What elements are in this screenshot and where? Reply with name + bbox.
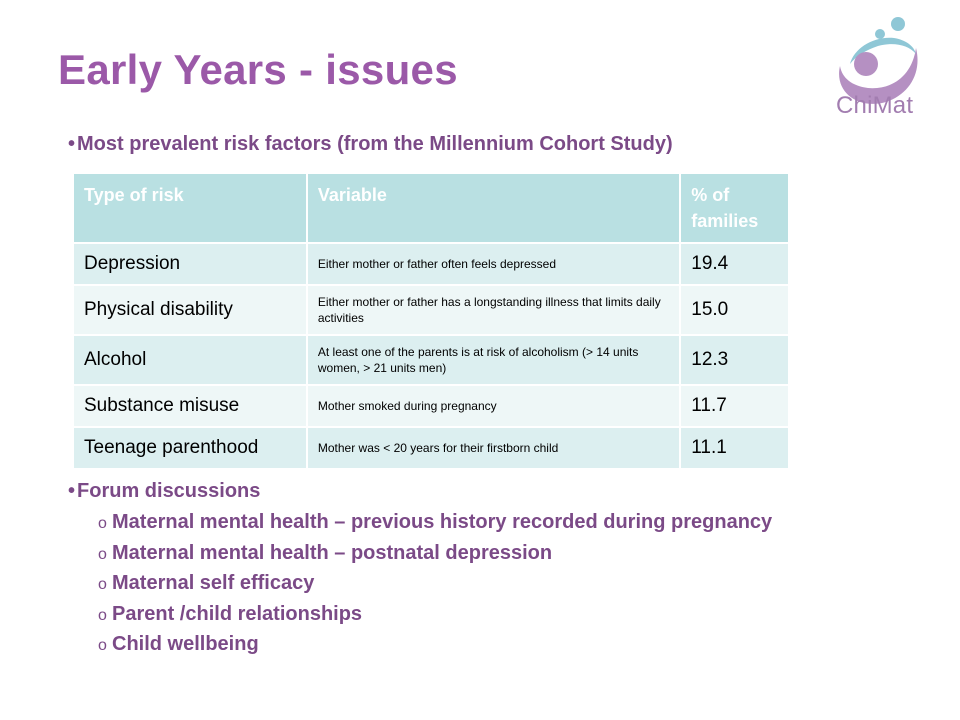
variable-cell: Mother smoked during pregnancy <box>305 384 682 428</box>
list-item: o Maternal self efficacy <box>98 569 818 600</box>
risk-type-cell: Physical disability <box>72 284 308 336</box>
percent-cell: 12.3 <box>679 334 790 386</box>
forum-bullet-text: Forum discussions <box>77 480 261 502</box>
variable-cell: Mother was < 20 years for their firstbor… <box>305 426 682 470</box>
logo-text: ChiMat <box>836 92 914 119</box>
bullet-dot: • <box>68 133 76 155</box>
table-row: Physical disability Either mother or fat… <box>72 284 790 336</box>
list-item: o Maternal mental health – postnatal depr… <box>98 539 818 570</box>
list-item: o Child wellbeing <box>98 630 818 661</box>
variable-cell: Either mother or father often feels depr… <box>305 242 682 286</box>
header-type-of-risk: Type of risk <box>72 172 308 244</box>
risk-type-cell: Substance misuse <box>72 384 308 428</box>
table-row: Teenage parenthood Mother was < 20 years… <box>72 426 790 470</box>
risk-factors-table: Type of risk Variable % of families Depr… <box>72 172 790 470</box>
header-variable: Variable <box>305 172 682 244</box>
percent-cell: 11.1 <box>679 426 790 470</box>
circle-bullet-icon: o <box>98 545 107 563</box>
circle-bullet-icon: o <box>98 515 107 532</box>
circle-bullet-icon: o <box>98 576 107 593</box>
variable-cell: Either mother or father has a longstandi… <box>305 284 682 336</box>
percent-cell: 15.0 <box>679 284 790 336</box>
list-item-text: Parent /child relationships <box>112 602 363 625</box>
circle-bullet-icon: o <box>98 606 107 624</box>
risk-factors-bullet-text: Most prevalent risk factors (from the Mi… <box>77 133 673 155</box>
risk-type-cell: Depression <box>72 242 308 286</box>
chimat-logo <box>839 17 918 104</box>
percent-cell: 11.7 <box>679 384 790 428</box>
list-item: o Maternal mental health – previous histo… <box>98 508 818 539</box>
list-item-text: Child wellbeing <box>112 633 259 655</box>
circle-bullet-icon: o <box>98 637 107 654</box>
header-percent-families: % of families <box>679 172 790 244</box>
table-row: Substance misuse Mother smoked during pr… <box>72 384 790 428</box>
risk-factors-bullet: • Most prevalent risk factors (from the M… <box>68 133 673 156</box>
table-header-row: Type of risk Variable % of families <box>72 172 790 244</box>
list-item-text: Maternal self efficacy <box>112 572 315 594</box>
list-item: o Parent /child relationships <box>98 600 818 631</box>
percent-cell: 19.4 <box>679 242 790 286</box>
bullet-dot: • <box>68 480 76 502</box>
variable-cell: At least one of the parents is at risk o… <box>305 334 682 386</box>
slide-title: Early Years - issues <box>58 46 458 93</box>
forum-bullet: • Forum discussions <box>68 480 260 503</box>
risk-type-cell: Teenage parenthood <box>72 426 308 470</box>
table-row: Depression Either mother or father often… <box>72 242 790 286</box>
risk-type-cell: Alcohol <box>72 334 308 386</box>
list-item-text: Maternal mental health – previous histor… <box>112 511 773 533</box>
list-item-text: Maternal mental health – postnatal depre… <box>112 541 553 564</box>
table-row: Alcohol At least one of the parents is a… <box>72 334 790 386</box>
forum-discussion-list: o Maternal mental health – previous histo… <box>98 508 818 661</box>
